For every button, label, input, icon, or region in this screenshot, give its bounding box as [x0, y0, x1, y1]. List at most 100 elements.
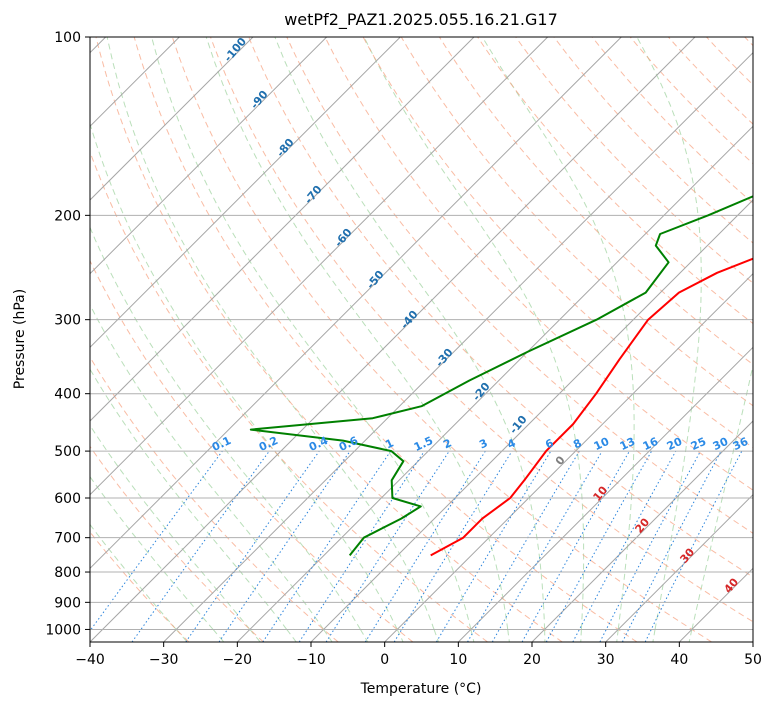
mixing-ratio-lines	[90, 450, 743, 642]
x-tick-label: 0	[380, 652, 389, 668]
moist-adiabat-line	[90, 303, 325, 630]
moist-adiabat-line	[90, 523, 177, 630]
isobar-grid	[90, 37, 753, 630]
mixing-ratio-label: 30	[711, 435, 731, 453]
dry-adiabats	[90, 37, 753, 642]
mixing-ratio-label: 10	[592, 435, 612, 453]
dry-adiabat-line	[90, 150, 488, 642]
moist-adiabat-line	[90, 122, 398, 630]
isotherm-line	[752, 641, 753, 642]
dry-adiabat-label: -20	[470, 380, 493, 404]
mixing-ratio-label: 13	[618, 435, 637, 453]
mixing-ratio-label: 8	[571, 436, 583, 451]
mixing-ratio-line	[545, 450, 653, 642]
dry-adiabat-line	[591, 37, 753, 204]
moist-adiabat-line	[274, 37, 546, 630]
dewpoint-profile-line	[249, 195, 753, 557]
dry-adiabat-line	[90, 531, 190, 642]
mixing-ratio-label: 20	[665, 435, 685, 453]
moist-adiabat-line	[90, 368, 288, 630]
moist-adiabat-line	[580, 629, 582, 642]
moist-adiabat-line	[151, 37, 472, 630]
dry-adiabat-label: -30	[433, 346, 456, 370]
dry-adiabat-line	[90, 259, 414, 642]
dry-adiabat-label: -50	[364, 268, 387, 292]
plot-frame	[89, 36, 754, 643]
isotherm-line	[90, 37, 549, 496]
x-tick-label: 40	[670, 652, 688, 668]
mixing-ratio-label: 3	[477, 436, 489, 451]
y-tick-label: 200	[54, 208, 81, 224]
dry-adiabat-label: -60	[332, 226, 355, 250]
dry-adiabat-line	[171, 37, 712, 642]
isotherm-line	[310, 199, 753, 642]
moist-adiabat-line	[90, 226, 361, 630]
isotherm-line	[90, 37, 328, 275]
sounding-series	[249, 195, 753, 557]
mixing-ratio-line	[521, 450, 630, 642]
moist-adiabat-line	[323, 629, 333, 642]
dry-adiabat-label: 40	[721, 575, 741, 595]
moist-adiabat-line	[90, 475, 214, 630]
x-tick-label: −40	[75, 652, 105, 668]
dry-adiabat-line	[553, 37, 753, 244]
dry-adiabat-line	[706, 37, 753, 86]
dry-adiabat-line	[90, 356, 339, 642]
isotherm-line	[384, 272, 753, 642]
mixing-ratio-line	[467, 450, 580, 642]
moist-adiabats	[90, 37, 753, 642]
mixing-ratio-line	[364, 450, 486, 642]
isotherm-line	[236, 125, 753, 642]
mixing-ratio-line	[572, 450, 677, 642]
isotherm-line	[163, 51, 753, 642]
y-tick-label: 900	[54, 595, 81, 611]
y-tick-label: 300	[54, 313, 81, 329]
moist-adiabat-line	[691, 363, 753, 630]
isotherm-line	[531, 420, 753, 642]
dry-adiabat-line	[515, 37, 753, 284]
dry-adiabat-label: -70	[302, 183, 325, 207]
y-tick-label: 800	[54, 565, 81, 581]
dry-adiabat-line	[400, 37, 753, 407]
isotherm-line	[90, 37, 254, 201]
isotherm-line	[90, 37, 401, 349]
dry-adiabat-line	[744, 37, 753, 47]
mixing-ratio-label: 4	[505, 436, 518, 451]
moist-adiabat-line	[286, 629, 297, 642]
moist-adiabat-line	[636, 37, 702, 630]
isotherm-line	[605, 493, 753, 642]
moist-adiabat-line	[652, 629, 656, 642]
y-axis-ticks: 100 200 300 400 500 600 700 800 900 1000	[45, 30, 90, 638]
isotherm-line	[90, 37, 475, 422]
mixing-ratio-line	[435, 450, 552, 642]
moist-adiabat-line	[507, 629, 510, 642]
dry-adiabat-line	[90, 445, 264, 642]
moist-adiabat-line	[106, 37, 435, 630]
moist-adiabat-line	[90, 424, 251, 630]
dry-adiabat-label: 30	[677, 545, 697, 565]
moist-adiabat-line	[363, 37, 585, 630]
moist-adiabat-line	[433, 629, 439, 642]
mixing-ratio-line	[325, 450, 450, 642]
dry-adiabat-label: -40	[398, 308, 421, 332]
x-tick-label: −30	[149, 652, 179, 668]
dry-adiabat-line	[133, 37, 638, 642]
dry-adiabat-label: -80	[274, 136, 297, 160]
x-tick-label: 30	[597, 652, 615, 668]
mixing-ratio-label: 2	[441, 436, 453, 451]
mixing-ratio-line	[218, 450, 351, 642]
y-axis-label: Pressure (hPa)	[12, 289, 28, 389]
moist-adiabat-line	[481, 37, 635, 630]
x-tick-label: −20	[223, 652, 253, 668]
moist-adiabat-line	[359, 629, 369, 642]
moist-adiabat-line	[249, 629, 261, 642]
y-tick-label: 600	[54, 491, 81, 507]
dry-adiabat-label: 10	[590, 483, 610, 503]
x-tick-label: 50	[744, 652, 762, 668]
dry-adiabat-label: 0	[553, 453, 568, 467]
dry-adiabat-label: -10	[507, 413, 530, 437]
x-axis-label: Temperature (°C)	[360, 681, 482, 697]
dry-adiabat-line	[210, 37, 753, 623]
mixing-ratio-line	[262, 450, 392, 642]
